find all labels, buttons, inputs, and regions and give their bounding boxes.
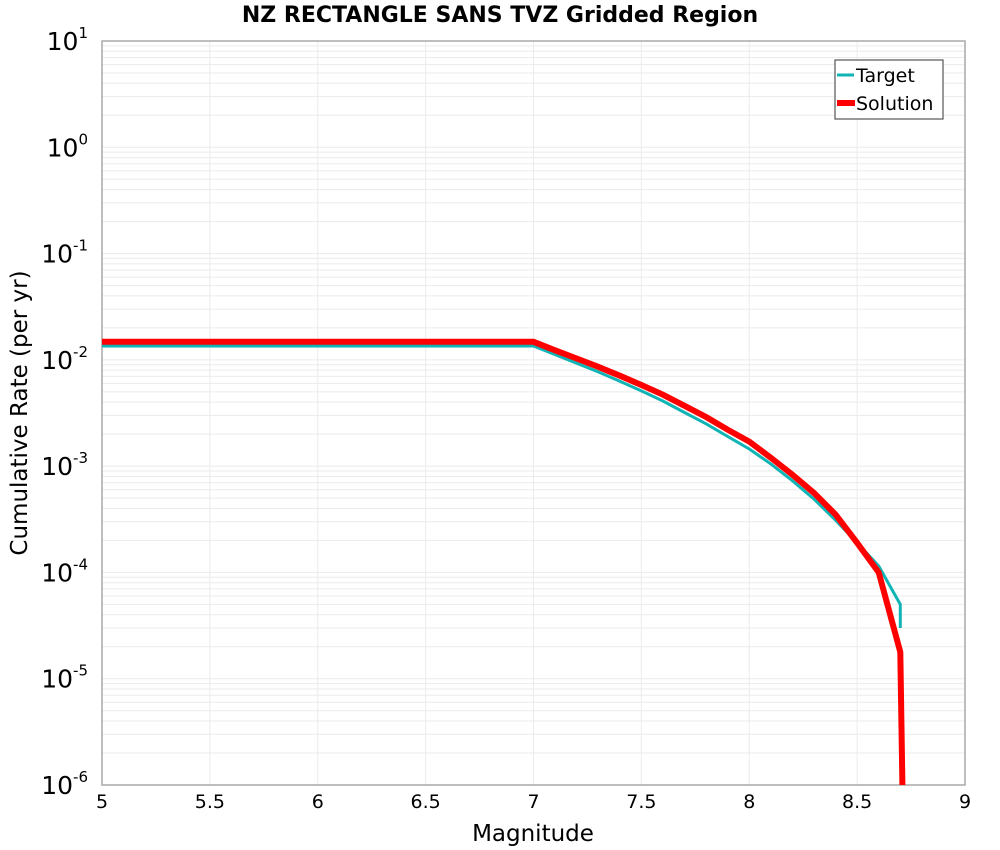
chart-title: NZ RECTANGLE SANS TVZ Gridded Region — [242, 3, 758, 28]
x-tick-label: 9 — [959, 791, 971, 813]
x-tick-label: 8.5 — [842, 791, 872, 813]
series-layer — [102, 338, 906, 786]
legend-label-target: Target — [855, 65, 915, 87]
x-tick-label: 8 — [743, 791, 755, 813]
series-line-target — [102, 344, 902, 628]
legend-box — [834, 59, 944, 120]
legend: Target Solution — [834, 59, 944, 120]
series-line-solution — [102, 338, 906, 786]
x-axis-label: Magnitude — [472, 821, 594, 847]
x-axis-ticks: 5 5.5 6 6.5 7 7.5 8 8.5 9 — [96, 791, 971, 813]
legend-label-solution: Solution — [856, 93, 933, 115]
x-tick-label: 5 — [96, 791, 108, 813]
y-axis-ticks: 101 100 10-1 10-2 10-3 10-4 10-5 10-6 — [41, 24, 88, 800]
y-tick-label: 101 — [47, 24, 88, 56]
y-axis-label: Cumulative Rate (per yr) — [7, 270, 33, 555]
x-tick-label: 6.5 — [411, 791, 441, 813]
y-tick-label: 100 — [47, 130, 88, 162]
x-tick-label: 7 — [527, 791, 539, 813]
y-tick-label: 10-2 — [41, 343, 88, 375]
x-tick-label: 5.5 — [195, 791, 225, 813]
x-tick-label: 6 — [312, 791, 324, 813]
y-tick-label: 10-4 — [41, 555, 88, 587]
y-tick-label: 10-5 — [41, 662, 88, 694]
x-tick-label: 7.5 — [626, 791, 656, 813]
grid — [101, 41, 966, 786]
y-tick-label: 10-1 — [41, 237, 88, 269]
plot-frame — [101, 40, 966, 786]
y-tick-label: 10-3 — [41, 449, 88, 481]
y-tick-label: 10-6 — [41, 768, 88, 800]
